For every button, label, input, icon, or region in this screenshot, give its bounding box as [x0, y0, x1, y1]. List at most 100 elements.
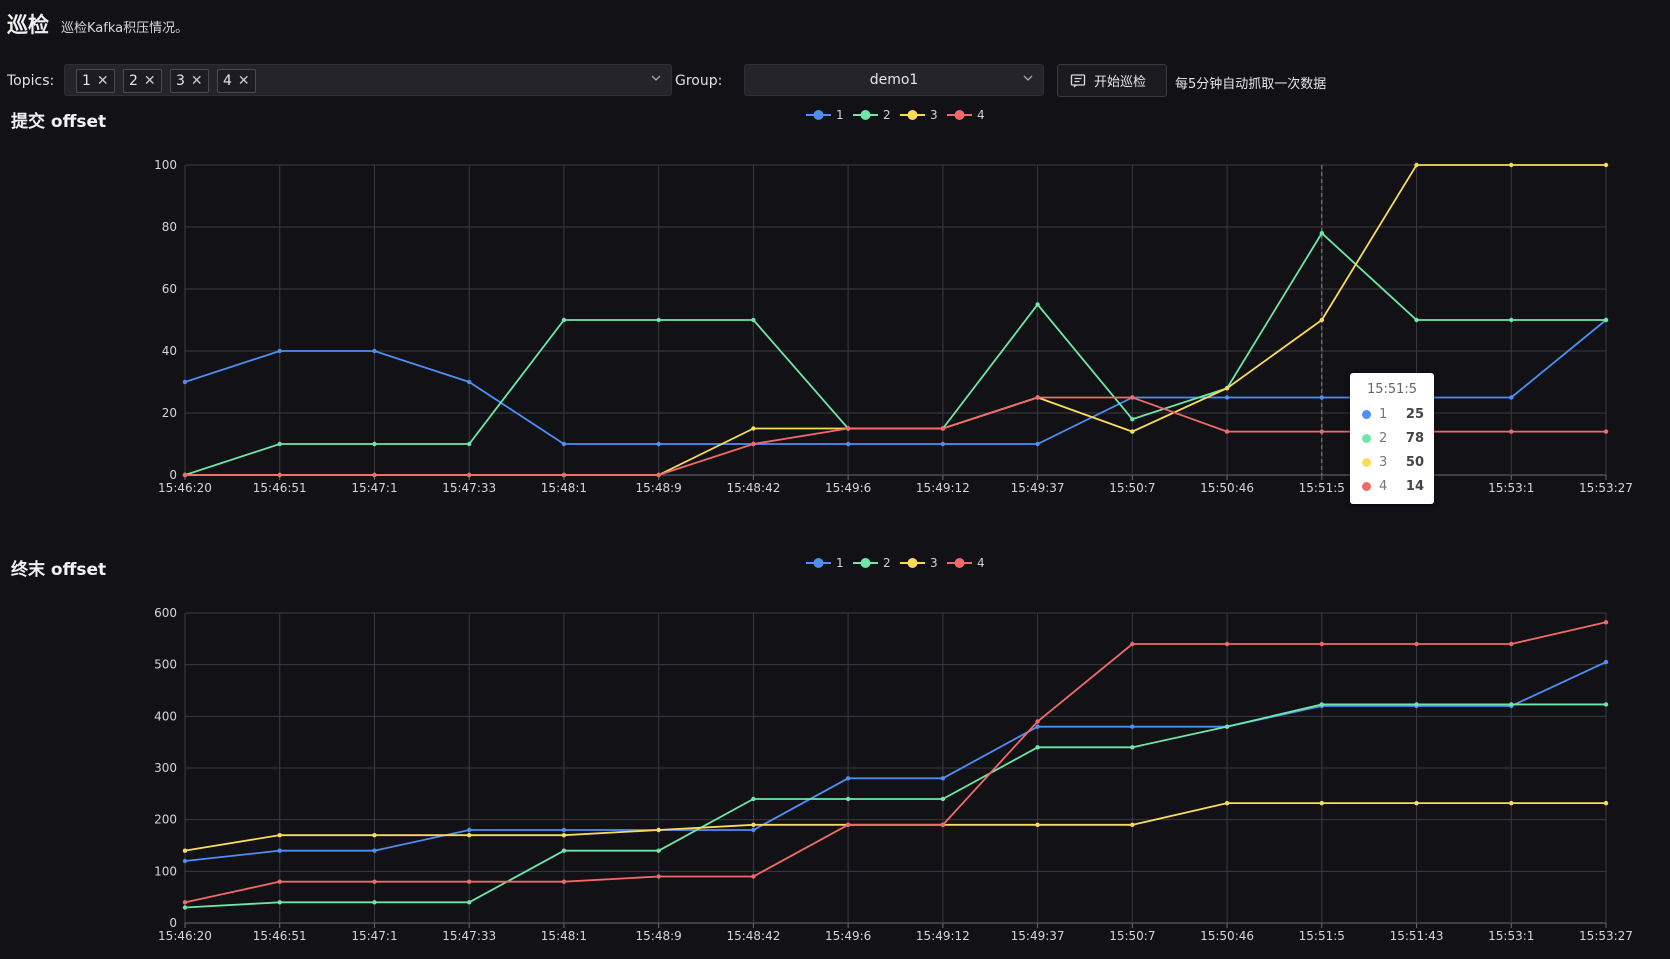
data-point: [467, 441, 472, 447]
data-point: [561, 472, 567, 478]
data-point: [1224, 641, 1230, 647]
close-icon[interactable]: ✕: [96, 73, 109, 89]
data-point: [372, 900, 377, 905]
topic-tag-label: 1: [82, 73, 91, 89]
data-point: [277, 441, 282, 447]
close-icon[interactable]: ✕: [190, 73, 203, 89]
data-point: [277, 900, 282, 905]
series-dot-icon: [1362, 433, 1371, 443]
x-tick-label: 15:47:33: [442, 929, 496, 943]
x-tick-label: 15:53:1: [1488, 929, 1534, 943]
data-point: [656, 317, 661, 323]
x-tick-label: 15:46:20: [158, 481, 212, 495]
close-icon[interactable]: ✕: [143, 73, 156, 89]
legend-item: 4: [947, 556, 985, 570]
data-point: [845, 822, 851, 828]
data-point: [372, 832, 377, 838]
data-point: [1130, 724, 1135, 729]
data-point: [1319, 429, 1325, 434]
legend-item: 1: [806, 108, 844, 122]
data-point: [1035, 822, 1040, 828]
data-point: [656, 848, 661, 853]
data-point: [1035, 745, 1040, 750]
data-point: [1130, 745, 1135, 750]
tooltip-series-value: 78: [1405, 430, 1424, 446]
start-inspect-label: 开始巡检: [1094, 75, 1147, 90]
data-point: [1035, 719, 1040, 724]
x-tick-label: 15:49:12: [916, 481, 970, 495]
data-point: [1509, 641, 1514, 647]
tooltip-row: 3 50: [1362, 452, 1424, 472]
data-point: [1224, 724, 1230, 729]
data-point: [1035, 724, 1040, 729]
chart-legend: 1 2 3 4: [806, 556, 985, 570]
group-label: Group:: [675, 73, 723, 89]
data-point: [656, 441, 661, 447]
data-point: [1319, 641, 1325, 647]
tooltip-title: 15:51:5: [1366, 382, 1418, 397]
x-tick-label: 15:51:5: [1299, 481, 1345, 495]
data-point: [1509, 429, 1514, 434]
data-point: [1414, 641, 1419, 647]
x-tick-label: 15:47:33: [442, 481, 496, 495]
data-point: [1414, 800, 1419, 806]
page-header: 巡检 巡检Kafka积压情况。: [7, 9, 188, 39]
data-point: [561, 848, 567, 853]
legend-label: 3: [930, 108, 938, 122]
x-tick-label: 15:49:6: [825, 481, 871, 495]
tooltip-series-value: 25: [1405, 406, 1424, 422]
data-point: [1130, 395, 1135, 400]
data-point: [277, 348, 282, 354]
data-point: [467, 879, 472, 884]
data-point: [182, 379, 188, 385]
data-point: [561, 879, 567, 884]
x-tick-label: 15:51:5: [1299, 929, 1345, 943]
data-point: [1319, 395, 1325, 400]
data-point: [1224, 386, 1230, 391]
data-point: [1509, 317, 1514, 323]
series-line-2: [184, 703, 1606, 909]
data-point: [1130, 822, 1135, 828]
topic-tag[interactable]: 4 ✕: [217, 69, 256, 93]
topic-tag[interactable]: 1 ✕: [76, 69, 115, 93]
x-tick-label: 15:48:1: [541, 481, 587, 495]
topic-tag[interactable]: 3 ✕: [170, 69, 209, 93]
data-point: [561, 827, 567, 833]
tooltip-series-value: 50: [1405, 454, 1424, 470]
x-tick-label: 15:50:46: [1200, 929, 1254, 943]
topics-select[interactable]: 1 ✕ 2 ✕ 3 ✕ 4 ✕: [64, 64, 672, 96]
close-icon[interactable]: ✕: [237, 73, 250, 89]
legend-label: 1: [836, 556, 844, 570]
data-point: [467, 900, 472, 905]
data-point: [1509, 800, 1514, 806]
chart1-title: 提交 offset: [11, 112, 107, 132]
x-tick-label: 15:48:9: [636, 929, 682, 943]
x-tick-label: 15:46:51: [253, 929, 307, 943]
data-point: [751, 317, 756, 323]
x-tick-label: 15:47:1: [351, 929, 397, 943]
legend-label: 2: [883, 108, 891, 122]
y-tick-label: 0: [169, 468, 177, 482]
legend-item: 3: [900, 556, 938, 570]
chevron-down-icon[interactable]: [650, 72, 662, 84]
start-inspect-button[interactable]: 开始巡检: [1057, 64, 1167, 97]
data-point: [277, 472, 282, 478]
y-tick-label: 80: [162, 220, 177, 234]
y-tick-label: 100: [154, 158, 177, 172]
x-tick-label: 15:48:42: [726, 481, 780, 495]
x-tick-label: 15:46:20: [158, 929, 212, 943]
page-title: 巡检: [7, 13, 49, 37]
tooltip-series-name: 2: [1379, 430, 1388, 446]
group-select[interactable]: demo1: [744, 64, 1044, 96]
data-point: [1224, 800, 1230, 806]
y-tick-label: 40: [162, 344, 177, 358]
x-tick-label: 15:48:9: [636, 481, 682, 495]
y-tick-label: 300: [154, 761, 177, 775]
data-point: [845, 796, 851, 802]
x-tick-label: 15:46:51: [253, 481, 307, 495]
series-dot-icon: [1362, 409, 1371, 419]
topic-tag[interactable]: 2 ✕: [123, 69, 162, 93]
data-point: [751, 796, 756, 802]
legend-label: 3: [930, 556, 938, 570]
chevron-down-icon[interactable]: [1022, 72, 1034, 84]
